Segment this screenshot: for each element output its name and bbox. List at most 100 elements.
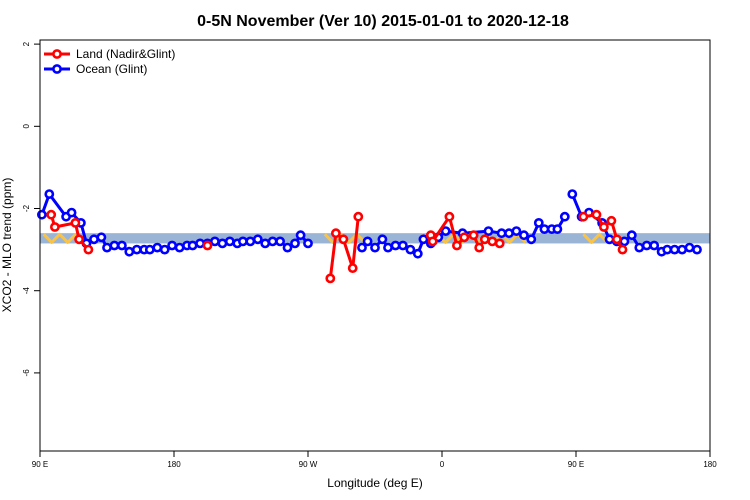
ocean-point [124, 246, 135, 257]
y-tick-label: -6 [22, 369, 31, 377]
land-point [617, 244, 628, 255]
legend-ocean-marker [52, 64, 62, 74]
x-tick-label: 90 W [299, 460, 318, 469]
ocean-point [412, 248, 423, 259]
ocean-point [692, 244, 702, 255]
land-point [612, 234, 622, 245]
ocean-point [559, 211, 570, 222]
ocean-point [677, 244, 687, 255]
land-point [459, 232, 470, 243]
ocean-point [377, 234, 388, 245]
ocean-point [117, 240, 127, 251]
land-point [46, 209, 57, 220]
land-point [50, 222, 60, 232]
land-point [353, 211, 364, 222]
ocean-point [383, 242, 393, 253]
ocean-point [303, 238, 313, 249]
land-point [487, 236, 498, 247]
ocean-point [245, 236, 256, 247]
land-point [427, 236, 438, 247]
ocean-point [96, 232, 107, 243]
ocean-point [144, 244, 155, 255]
ocean-point [552, 224, 563, 234]
ocean-point [684, 242, 695, 253]
ocean-point [483, 226, 494, 236]
ocean-point [440, 226, 451, 236]
land-point [330, 228, 341, 239]
band-rect [40, 233, 710, 244]
ocean-point [109, 240, 120, 251]
x-tick-label: 0 [440, 460, 445, 469]
ocean-point [66, 207, 77, 218]
ocean-point [290, 238, 300, 249]
ocean-point [370, 242, 380, 253]
ocean-point [405, 244, 416, 255]
x-tick-label: 90 E [32, 460, 48, 469]
land-point [451, 240, 462, 251]
ocean-point [295, 230, 306, 241]
ocean-point [159, 244, 170, 255]
ocean-point [167, 240, 177, 251]
ocean-point [649, 240, 660, 251]
land-point [606, 215, 617, 226]
ocean-point [511, 226, 522, 236]
ocean-point [533, 217, 544, 228]
ocean-point [418, 234, 429, 245]
ocean-point [187, 240, 198, 251]
y-axis-title: XCO2 - MLO trend (ppm) [0, 178, 14, 313]
ocean-point [217, 238, 228, 249]
land-point [468, 230, 479, 241]
ocean-point [37, 209, 47, 220]
land-point [83, 244, 94, 255]
y-axis: 2 0 -2 -4 -6 [22, 41, 40, 376]
land-point [347, 263, 358, 273]
legend-land-label: Land (Nadir&Glint) [76, 47, 175, 61]
land-point [578, 211, 589, 222]
land-point [444, 211, 455, 222]
land-point [599, 222, 609, 232]
ocean-point [282, 242, 293, 253]
land-point [591, 209, 602, 220]
y-tick-label: 2 [22, 41, 31, 46]
x-tick-label: 90 E [568, 460, 584, 469]
ocean-point [267, 236, 278, 247]
ocean-point [357, 242, 367, 253]
ocean-point [260, 238, 271, 249]
ocean-point [526, 234, 537, 245]
y-tick-label: -2 [22, 204, 31, 212]
ocean-point [362, 236, 373, 247]
land-point [325, 273, 336, 284]
reference-band [40, 233, 710, 244]
x-tick-label: 180 [167, 460, 181, 469]
ocean-point [619, 236, 630, 247]
ocean-point [252, 234, 263, 245]
ocean-point [275, 236, 285, 247]
ocean-point [641, 240, 652, 251]
land-point [202, 240, 213, 251]
y-tick-label: 0 [22, 124, 31, 129]
x-axis-title: Longitude (deg E) [327, 476, 422, 490]
band-highlight-0 [42, 232, 77, 244]
series-layer [37, 189, 702, 284]
land-point [74, 234, 84, 245]
legend: Land (Nadir&Glint)Ocean (Glint) [44, 47, 175, 76]
ocean-point [89, 234, 99, 245]
chart-title: 0-5N November (Ver 10) 2015-01-01 to 202… [197, 13, 569, 30]
ocean-point [519, 230, 529, 241]
ocean-point [209, 236, 220, 247]
ocean-point [626, 230, 637, 241]
ocean-point [397, 240, 408, 251]
plot-frame [39, 39, 711, 452]
x-tick-label: 180 [703, 460, 717, 469]
land-point [338, 234, 349, 245]
land-point [70, 217, 81, 228]
land-point [494, 238, 505, 249]
ocean-point [44, 189, 55, 199]
x-axis: 90 E 180 90 W 0 90 E 180 [32, 451, 717, 469]
ocean-point [669, 244, 680, 255]
ocean-point [567, 189, 578, 199]
legend-land-marker [52, 49, 62, 59]
ocean-point [224, 236, 235, 247]
land-point [479, 234, 490, 245]
